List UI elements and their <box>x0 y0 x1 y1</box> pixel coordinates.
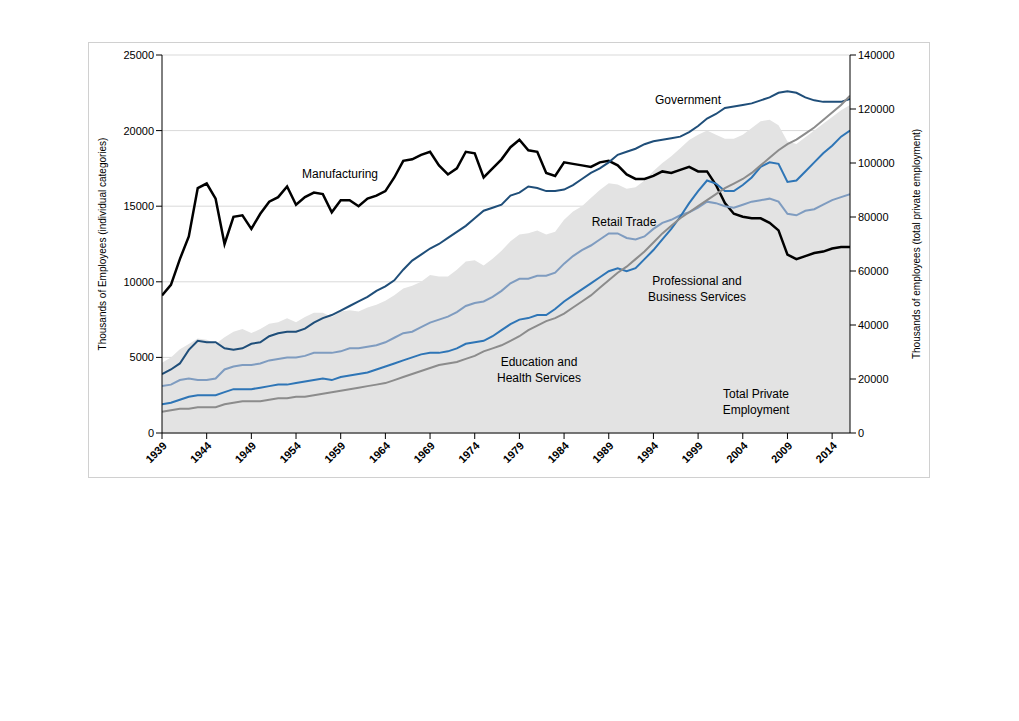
html-text:Manufacturing: Manufacturing <box>302 167 378 181</box>
svg-text:Thousands of Employees (indivi: Thousands of Employees (individual categ… <box>97 138 108 351</box>
html-text:Government: Government <box>655 93 721 107</box>
svg-text:1999: 1999 <box>679 439 705 465</box>
svg-text:40000: 40000 <box>858 319 889 331</box>
svg-text:1969: 1969 <box>411 439 437 465</box>
html-text:Education and: Education and <box>500 355 578 369</box>
svg-text:1974: 1974 <box>456 439 482 465</box>
svg-text:140000: 140000 <box>858 49 895 61</box>
html-text:Total Private: Total Private <box>723 387 789 401</box>
svg-text:1984: 1984 <box>545 439 571 465</box>
html-text:Professional and: Professional and <box>652 274 742 288</box>
svg-text:1964: 1964 <box>367 439 393 465</box>
svg-text:0: 0 <box>148 427 154 439</box>
svg-text:1954: 1954 <box>277 439 303 465</box>
svg-text:2009: 2009 <box>769 439 795 465</box>
svg-text:1944: 1944 <box>188 439 214 465</box>
svg-text:100000: 100000 <box>858 157 895 169</box>
svg-text:1979: 1979 <box>501 439 527 465</box>
svg-text:2004: 2004 <box>724 439 750 465</box>
svg-text:20000: 20000 <box>123 125 154 137</box>
svg-text:1959: 1959 <box>322 439 348 465</box>
svg-text:0: 0 <box>858 427 864 439</box>
svg-text:25000: 25000 <box>123 49 154 61</box>
svg-text:5000: 5000 <box>130 351 154 363</box>
svg-text:15000: 15000 <box>123 200 154 212</box>
html-text:Business Services: Business Services <box>648 290 746 304</box>
svg-text:10000: 10000 <box>123 276 154 288</box>
html-text:Employment: Employment <box>722 403 790 417</box>
svg-text:1994: 1994 <box>635 439 661 465</box>
svg-text:120000: 120000 <box>858 103 895 115</box>
svg-text:1989: 1989 <box>590 439 616 465</box>
svg-text:20000: 20000 <box>858 373 889 385</box>
svg-text:1939: 1939 <box>143 439 169 465</box>
svg-text:80000: 80000 <box>858 211 889 223</box>
svg-text:2014: 2014 <box>813 439 839 465</box>
svg-text:60000: 60000 <box>858 265 889 277</box>
svg-text:Thousands of employees (total: Thousands of employees (total private em… <box>911 129 922 359</box>
html-text:Retail Trade: Retail Trade <box>591 215 657 229</box>
html-text:Health Services: Health Services <box>497 371 581 385</box>
svg-text:1949: 1949 <box>232 439 258 465</box>
